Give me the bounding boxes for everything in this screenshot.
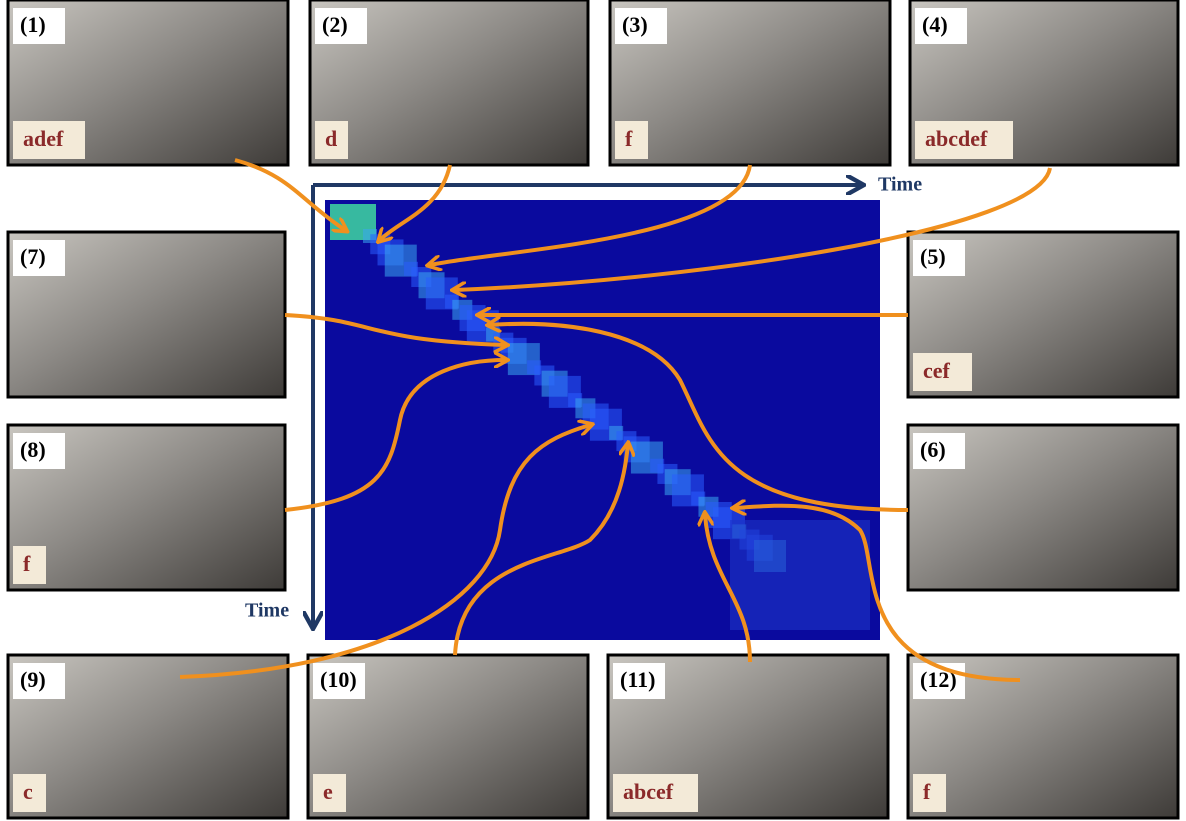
panel-tag: abcef <box>623 779 674 804</box>
panel: (12)f <box>906 653 1180 820</box>
pointer-curve <box>430 164 752 265</box>
pointer-curve <box>179 425 590 679</box>
number-box <box>315 8 367 44</box>
panel-number: (11) <box>620 667 655 692</box>
panel-number: (10) <box>320 667 357 692</box>
panel-number: (4) <box>922 12 948 37</box>
tag-box <box>13 546 46 584</box>
panel-tag: f <box>625 126 633 151</box>
tag-box <box>315 121 348 159</box>
tag-box <box>13 774 46 812</box>
photo <box>306 653 590 820</box>
matrix <box>325 200 880 640</box>
pointer-curve <box>453 445 628 656</box>
panel-number: (9) <box>20 667 46 692</box>
pointer-curve <box>284 360 505 512</box>
number-box <box>615 8 667 44</box>
tag-box <box>13 121 85 159</box>
panel: (1) adef <box>6 0 290 167</box>
panel-number: (3) <box>622 12 648 37</box>
panel-tag: c <box>23 779 33 804</box>
pointer-curve <box>735 506 1021 682</box>
axis-label: Time <box>878 174 922 196</box>
number-box <box>913 663 965 699</box>
pointer-curve <box>705 515 752 663</box>
panel: (3) f <box>608 0 892 167</box>
panel-number: (2) <box>322 12 348 37</box>
pointer-curve <box>234 158 345 230</box>
panel-tag: d <box>325 126 337 151</box>
photo <box>6 653 290 820</box>
tag-box <box>915 121 1013 159</box>
panel: (6) <box>906 423 1180 592</box>
panel: (10) e <box>306 653 590 820</box>
pointer-curve <box>490 324 909 512</box>
panel-number: (5) <box>920 244 946 269</box>
panel: (2) d <box>308 0 590 167</box>
panel-tag: abcdef <box>925 126 988 151</box>
panel: (11) abcef <box>606 653 890 820</box>
panel: (8) f <box>6 423 287 592</box>
panel-number: (8) <box>20 437 46 462</box>
panel: (4) abcdef <box>908 0 1180 167</box>
pointer-curve <box>380 164 452 240</box>
panel-number: (6) <box>920 437 946 462</box>
block <box>730 520 870 630</box>
tag-box <box>313 774 346 812</box>
panel-tag: e <box>323 779 333 804</box>
tag-box <box>613 774 698 812</box>
panel-number: (7) <box>20 244 46 269</box>
number-box <box>13 8 65 44</box>
number-box <box>915 8 967 44</box>
number-box <box>13 663 65 699</box>
panel: (5) cef <box>906 230 1180 399</box>
panel-number: (1) <box>20 12 46 37</box>
number-box <box>13 240 65 276</box>
number-box <box>313 663 365 699</box>
number-box <box>913 240 965 276</box>
tag-box <box>913 353 972 391</box>
panel: (7) <box>6 230 287 399</box>
number-box <box>13 433 65 469</box>
pointer-curve <box>284 313 505 345</box>
panel-tag: cef <box>923 358 951 383</box>
panel-tag: f <box>923 779 931 804</box>
curves <box>179 158 1052 682</box>
pointer-curve <box>455 167 1052 290</box>
panel-tag: adef <box>23 126 64 151</box>
panel-tag: f <box>23 551 31 576</box>
number-box <box>613 663 665 699</box>
tag-box <box>615 121 648 159</box>
tag-box <box>913 774 946 812</box>
panel: (9) c <box>6 653 290 820</box>
axis-label: Time <box>245 600 289 622</box>
number-box <box>913 433 965 469</box>
